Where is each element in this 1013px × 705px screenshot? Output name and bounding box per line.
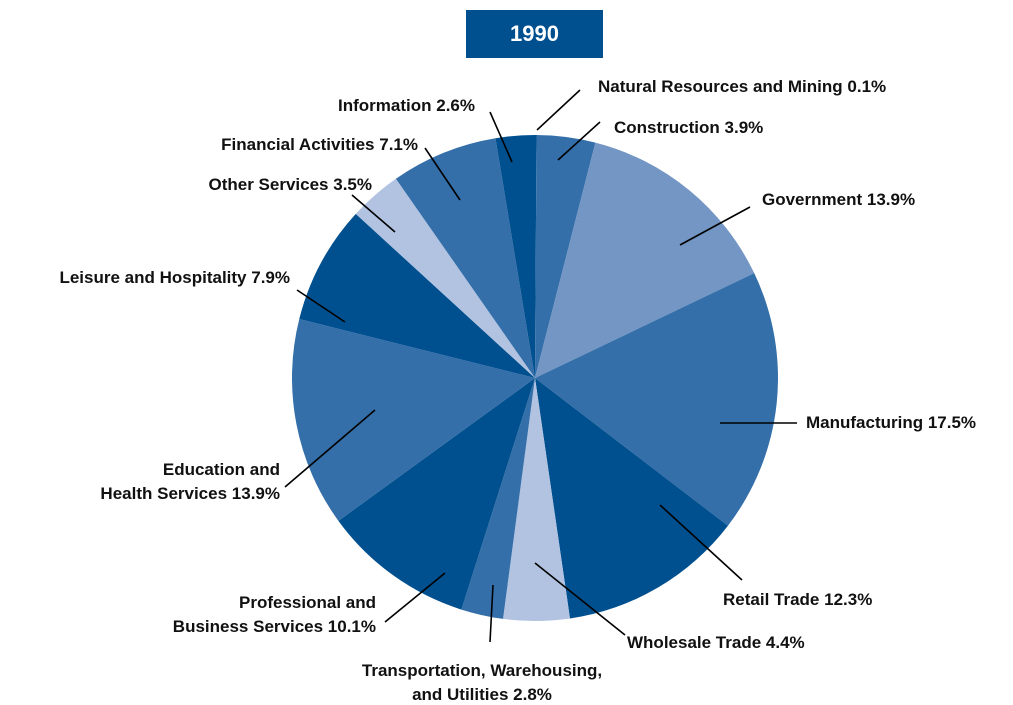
leader-line	[284, 409, 376, 488]
category-label: Professional and Business Services	[172, 593, 376, 636]
slice-label: Retail Trade 12.3%	[723, 588, 872, 612]
category-label: Other Services	[208, 175, 329, 194]
slice-label: Leisure and Hospitality 7.9%	[59, 266, 290, 290]
slice-label: Professional and Business Services 10.1%	[173, 591, 376, 639]
pie-slice	[395, 138, 535, 378]
value-label: 10.1%	[327, 617, 376, 636]
value-label: 2.8%	[513, 685, 552, 704]
slice-label: Other Services 3.5%	[209, 173, 373, 197]
value-label: 12.3%	[824, 590, 873, 609]
category-label: Construction	[614, 118, 720, 137]
category-label: Retail Trade	[723, 590, 820, 609]
pie-slice	[299, 213, 535, 378]
leader-line	[659, 504, 743, 581]
slice-label: Natural Resources and Mining 0.1%	[598, 75, 886, 99]
value-label: 13.9%	[866, 190, 916, 209]
category-label: Financial Activities	[221, 135, 375, 154]
pie-slice	[535, 378, 728, 619]
leader-line	[534, 562, 626, 636]
value-label: 0.1%	[847, 77, 887, 96]
value-label: 2.6%	[436, 96, 475, 115]
pie-slice	[338, 378, 535, 610]
pie-slice	[535, 135, 596, 378]
category-label: Transportation, Warehousing, and Utiliti…	[361, 661, 603, 704]
category-label: Natural Resources and Mining	[598, 77, 843, 96]
leader-line	[679, 206, 751, 246]
pie-slice	[535, 142, 755, 378]
category-label: Government	[762, 190, 863, 209]
slice-label: Wholesale Trade 4.4%	[627, 631, 805, 655]
category-label: Manufacturing	[806, 413, 924, 432]
leader-line	[489, 111, 513, 163]
leader-line	[384, 572, 446, 623]
leader-line	[296, 289, 346, 323]
leader-line	[489, 584, 494, 643]
slice-label: Education and Health Services 13.9%	[100, 458, 280, 506]
pie-slice	[461, 378, 535, 619]
value-label: 7.9%	[251, 268, 290, 287]
category-label: Wholesale Trade	[627, 633, 762, 652]
leader-line	[424, 147, 461, 201]
value-label: 13.9%	[231, 484, 280, 503]
category-label: Information	[338, 96, 432, 115]
pie-slice	[535, 135, 537, 378]
slice-label: Information 2.6%	[338, 94, 475, 118]
value-label: 3.9%	[724, 118, 764, 137]
value-label: 3.5%	[333, 175, 372, 194]
value-label: 4.4%	[765, 633, 805, 652]
pie-slice	[535, 273, 778, 526]
slice-label: Transportation, Warehousing, and Utiliti…	[282, 659, 682, 705]
pie-slice	[292, 319, 535, 521]
category-label: Education and Health Services	[100, 460, 280, 503]
value-label: 7.1%	[379, 135, 418, 154]
pie-slice	[495, 135, 535, 378]
slice-label: Financial Activities 7.1%	[221, 133, 418, 157]
slice-label: Government 13.9%	[762, 188, 915, 212]
leader-line	[536, 89, 581, 131]
slice-label: Construction 3.9%	[614, 116, 763, 140]
pie-slice	[503, 378, 570, 621]
leader-line	[351, 194, 396, 233]
leader-line	[557, 121, 601, 161]
slice-label: Manufacturing 17.5%	[806, 411, 976, 435]
pie-slice	[355, 178, 535, 378]
value-label: 17.5%	[927, 413, 977, 432]
category-label: Leisure and Hospitality	[59, 268, 247, 287]
chart-title: 1990	[466, 10, 603, 58]
